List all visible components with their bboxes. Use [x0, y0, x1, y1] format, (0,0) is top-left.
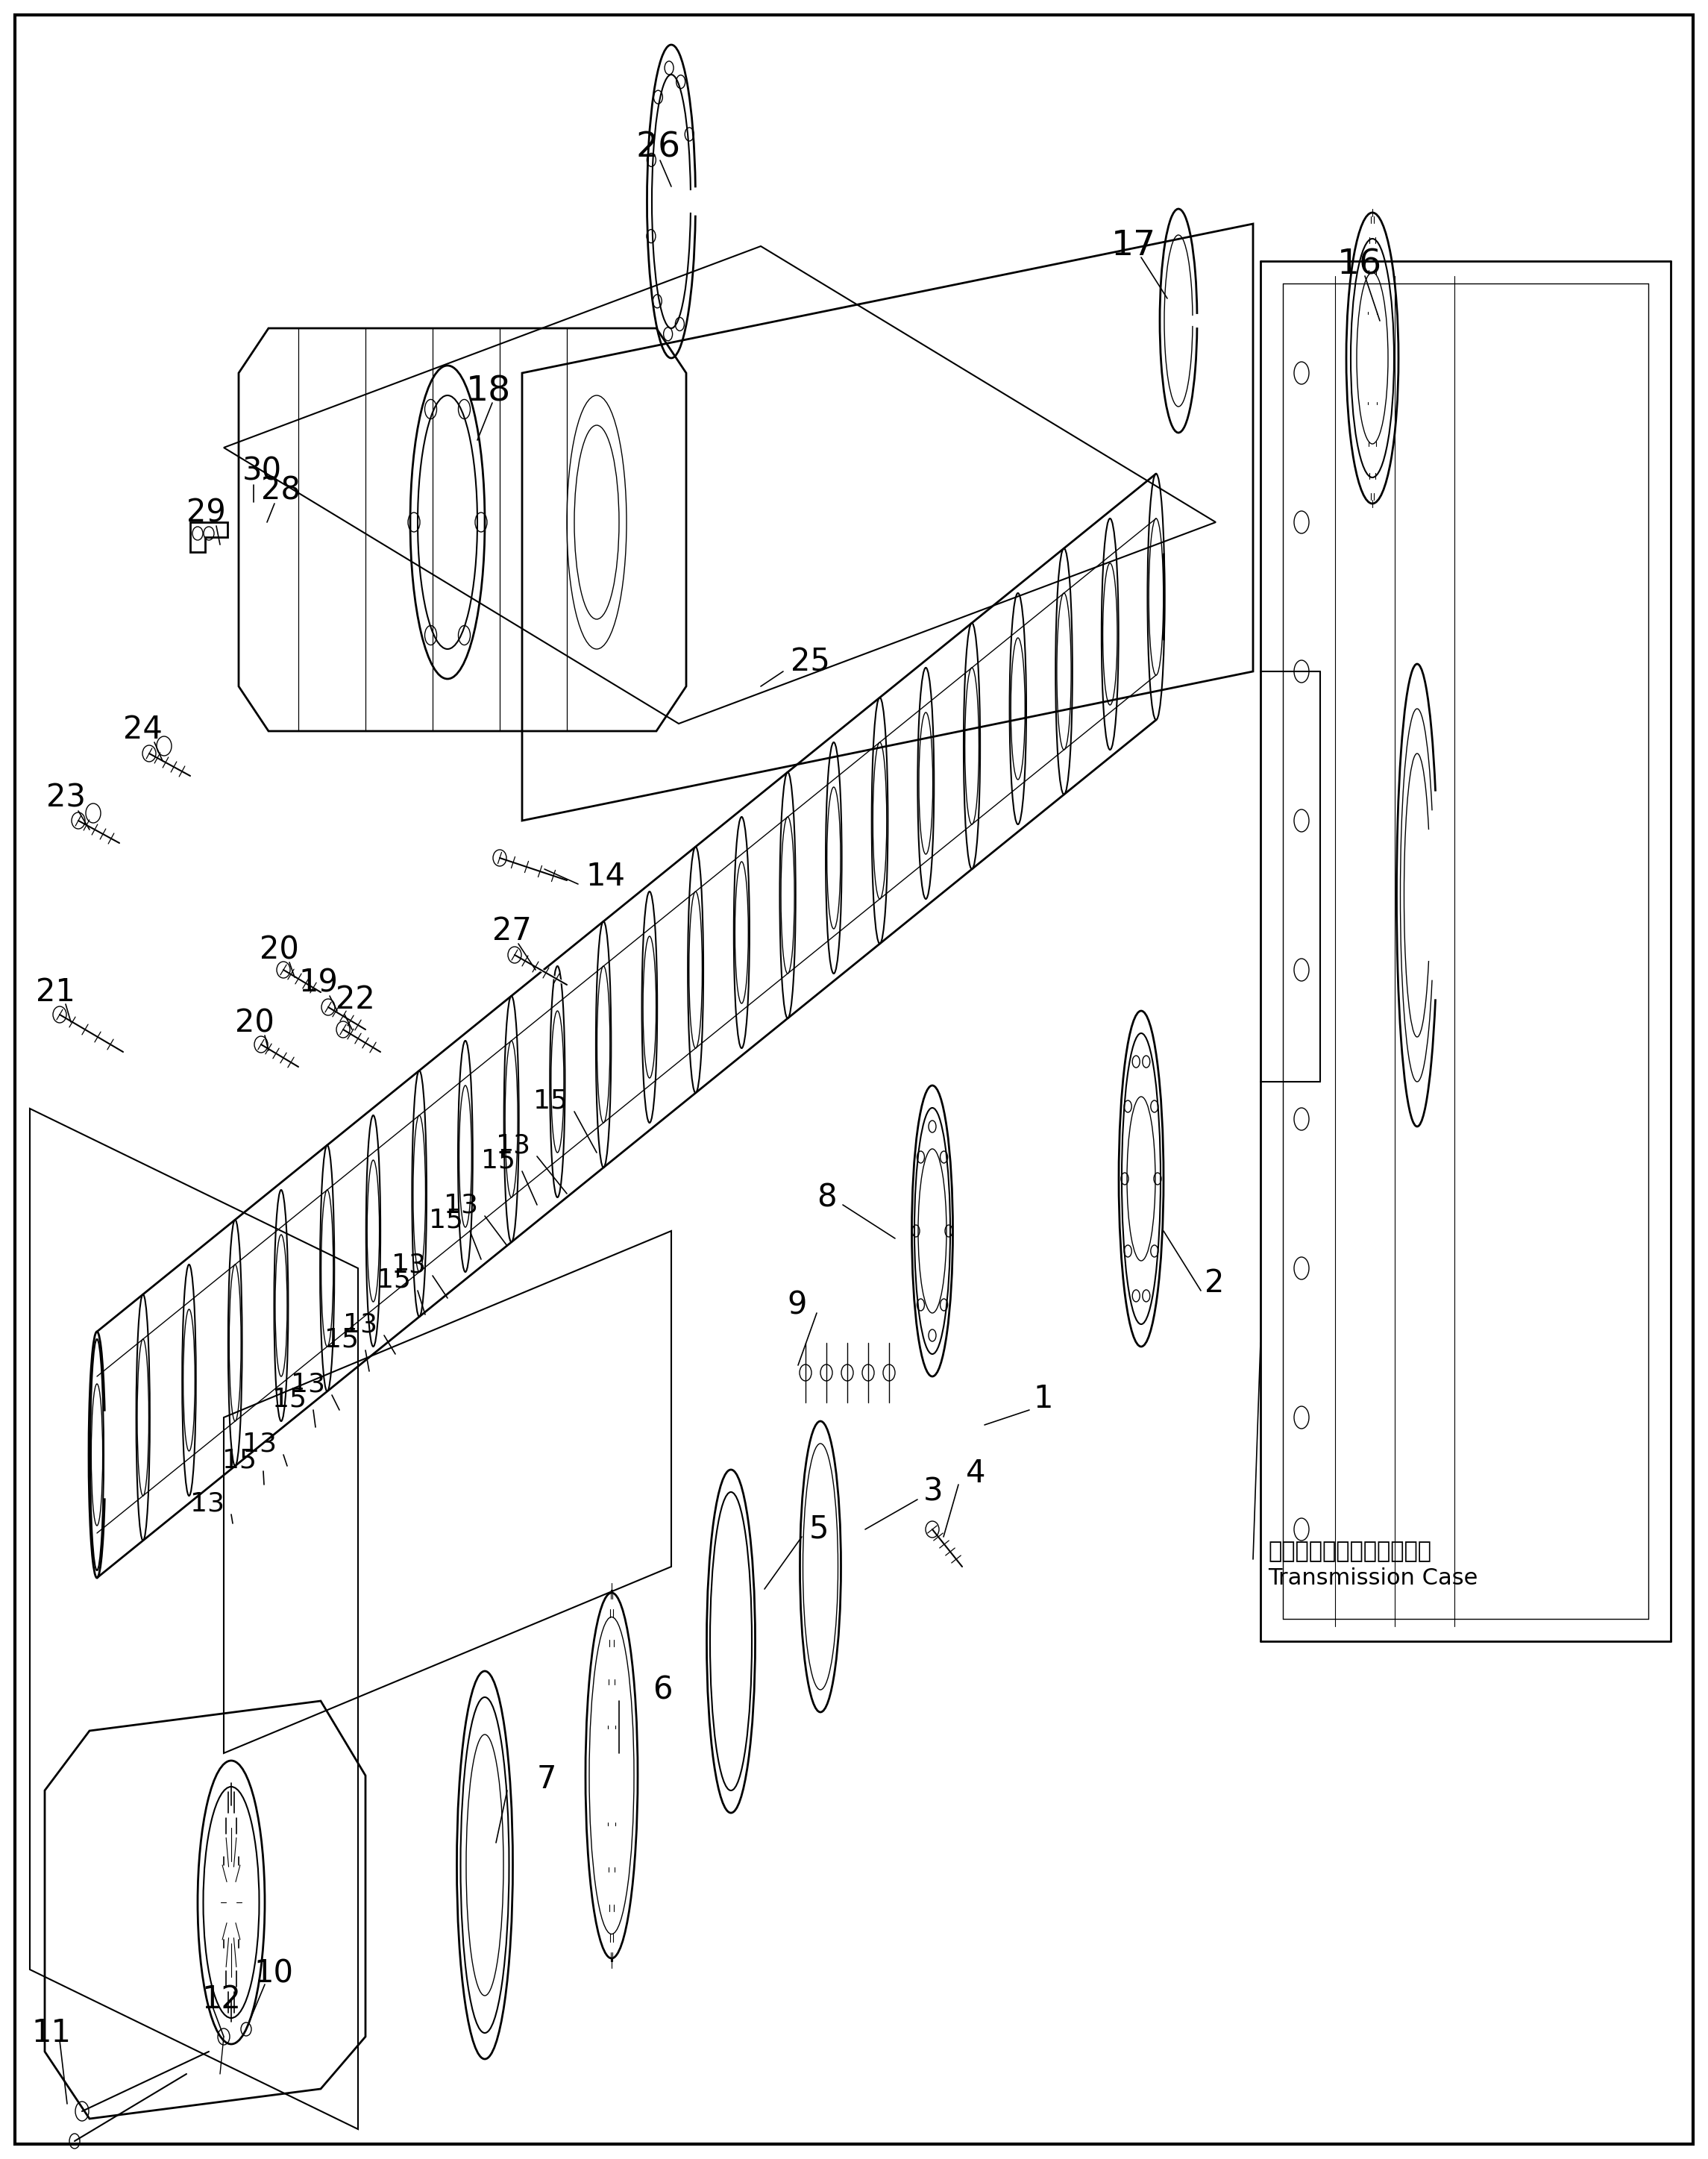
Text: 6: 6	[652, 1673, 673, 1706]
Text: 10: 10	[253, 1958, 294, 1988]
Text: Transmission Case: Transmission Case	[1267, 1567, 1477, 1589]
Text: 8: 8	[816, 1181, 837, 1213]
Text: 13: 13	[190, 1490, 224, 1516]
Text: 15: 15	[482, 1146, 516, 1172]
Text: 9: 9	[787, 1289, 806, 1321]
Text: 24: 24	[123, 715, 162, 745]
Text: 23: 23	[46, 782, 85, 814]
Text: 1: 1	[1033, 1384, 1052, 1414]
Text: 2: 2	[1204, 1267, 1225, 1300]
Text: 4: 4	[967, 1457, 986, 1490]
Text: 15: 15	[325, 1326, 359, 1352]
Text: 13: 13	[290, 1371, 325, 1397]
Text: 13: 13	[243, 1431, 277, 1455]
Text: 19: 19	[299, 967, 338, 1000]
Text: 15: 15	[222, 1447, 256, 1472]
Text: 29: 29	[186, 497, 225, 529]
Text: 14: 14	[586, 861, 625, 892]
Text: 15: 15	[272, 1386, 306, 1412]
Text: 13: 13	[391, 1252, 425, 1278]
Text: 28: 28	[261, 475, 301, 507]
Text: 3: 3	[924, 1477, 943, 1507]
Text: 20: 20	[260, 935, 299, 965]
Text: 22: 22	[336, 985, 376, 1015]
Text: 20: 20	[236, 1006, 275, 1038]
Text: 15: 15	[377, 1267, 412, 1291]
Text: 30: 30	[243, 456, 282, 488]
Text: 12: 12	[202, 1984, 241, 2014]
Text: 18: 18	[466, 376, 511, 408]
Text: 11: 11	[31, 2017, 70, 2049]
Text: 13: 13	[495, 1133, 529, 1157]
Text: 15: 15	[533, 1088, 567, 1114]
Text: 5: 5	[810, 1513, 828, 1546]
Text: 26: 26	[635, 132, 680, 164]
Text: 13: 13	[343, 1311, 377, 1336]
Text: 25: 25	[791, 648, 830, 678]
Text: 27: 27	[492, 915, 531, 946]
Text: 15: 15	[429, 1207, 463, 1233]
Text: 21: 21	[36, 976, 75, 1008]
Text: 13: 13	[444, 1192, 478, 1218]
Text: トランスミッションケース: トランスミッションケース	[1267, 1542, 1431, 1563]
Text: 17: 17	[1112, 229, 1156, 263]
Text: 16: 16	[1337, 248, 1382, 281]
Text: 7: 7	[536, 1764, 557, 1794]
